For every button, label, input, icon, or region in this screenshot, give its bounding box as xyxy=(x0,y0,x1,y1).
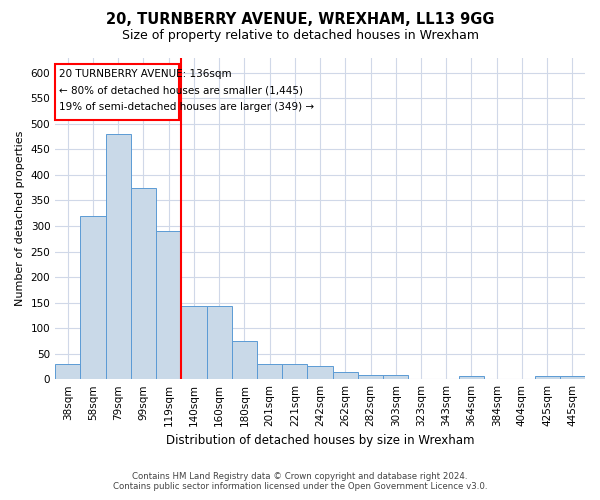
Bar xyxy=(257,364,282,379)
Bar xyxy=(55,364,80,379)
Bar xyxy=(206,306,232,379)
Bar xyxy=(181,306,206,379)
X-axis label: Distribution of detached houses by size in Wrexham: Distribution of detached houses by size … xyxy=(166,434,475,448)
Text: Size of property relative to detached houses in Wrexham: Size of property relative to detached ho… xyxy=(121,29,479,42)
Text: Contains HM Land Registry data © Crown copyright and database right 2024.
Contai: Contains HM Land Registry data © Crown c… xyxy=(113,472,487,491)
Bar xyxy=(358,375,383,379)
Text: ← 80% of detached houses are smaller (1,445): ← 80% of detached houses are smaller (1,… xyxy=(59,86,303,96)
Text: 20, TURNBERRY AVENUE, WREXHAM, LL13 9GG: 20, TURNBERRY AVENUE, WREXHAM, LL13 9GG xyxy=(106,12,494,28)
Bar xyxy=(332,372,358,379)
Bar xyxy=(459,376,484,379)
Bar xyxy=(232,341,257,379)
Bar xyxy=(307,366,332,379)
Bar xyxy=(535,376,560,379)
Bar xyxy=(282,364,307,379)
FancyBboxPatch shape xyxy=(55,64,179,120)
Y-axis label: Number of detached properties: Number of detached properties xyxy=(15,130,25,306)
Bar xyxy=(383,375,409,379)
Bar xyxy=(156,231,181,379)
Bar xyxy=(106,134,131,379)
Text: 19% of semi-detached houses are larger (349) →: 19% of semi-detached houses are larger (… xyxy=(59,102,314,113)
Text: 20 TURNBERRY AVENUE: 136sqm: 20 TURNBERRY AVENUE: 136sqm xyxy=(59,68,232,78)
Bar xyxy=(560,376,585,379)
Bar xyxy=(131,188,156,379)
Bar xyxy=(80,216,106,379)
